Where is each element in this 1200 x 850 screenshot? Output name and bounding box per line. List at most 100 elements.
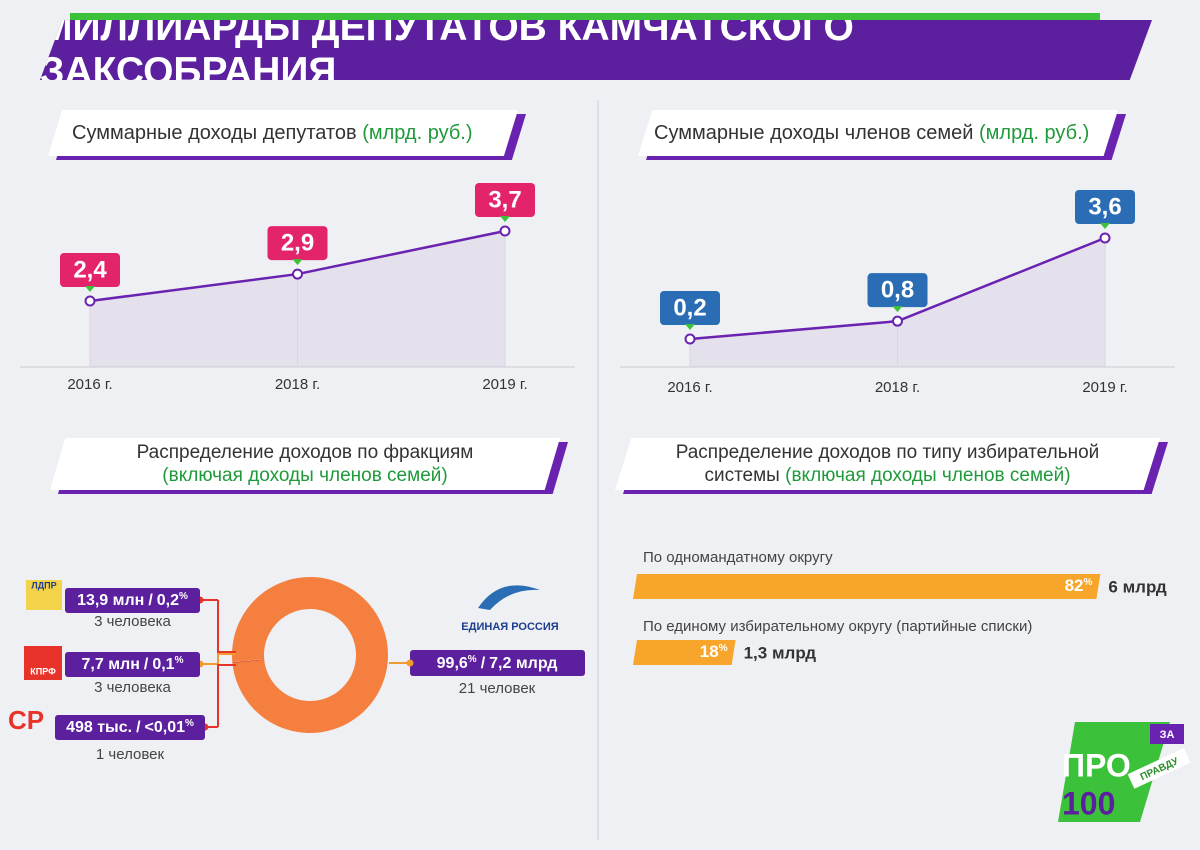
line <box>89 229 506 303</box>
donut-slice <box>232 659 265 663</box>
logo-word-group: ПРАВДУ <box>1127 748 1191 789</box>
bar-value-label: 18% <box>700 642 728 661</box>
text-part: / <box>148 592 153 609</box>
point <box>892 315 903 327</box>
label-box <box>867 273 928 308</box>
label-box <box>55 715 205 740</box>
x-tick-label: 2019 г. <box>482 376 527 393</box>
label-pointer <box>892 306 903 313</box>
connector-dot <box>406 659 414 667</box>
text-part: 7,2 млрд <box>489 655 557 672</box>
text-part: <0,01 <box>145 719 186 736</box>
title-strip <box>70 13 1100 21</box>
donut-slice <box>232 577 389 734</box>
text-part: / <box>144 656 149 673</box>
label-pointer <box>292 259 303 266</box>
value-label: 3,7 <box>488 186 521 213</box>
party-logo-bg <box>26 580 62 610</box>
label-box <box>660 291 720 325</box>
label-box <box>267 226 328 261</box>
donut-slice <box>232 659 265 664</box>
donut-slice <box>232 659 265 662</box>
point <box>84 295 96 307</box>
x-tick-label: 2016 г. <box>67 376 112 393</box>
logo-shape <box>1058 722 1170 822</box>
x-tick-label: 2018 г. <box>275 376 320 393</box>
party-emblem <box>478 585 540 610</box>
label-pointer <box>85 286 95 292</box>
value-label: 0,2 <box>673 294 706 321</box>
value-label: 2,9 <box>281 229 314 256</box>
section-header: Суммарные доходы депутатов (млрд. руб.) <box>48 110 518 156</box>
people-label: 3 человека <box>94 613 171 630</box>
point <box>684 333 696 345</box>
bar-value-label: 82% <box>1065 576 1093 595</box>
logo-word-box <box>1127 748 1191 789</box>
header-text: Распределение доходов по типу избиратель… <box>655 441 1120 487</box>
people-label: 3 человека <box>94 679 171 696</box>
page-title: МИЛЛИАРДЫ ДЕПУТАТОВ КАМЧАТСКОГО ЗАКСОБРА… <box>40 20 1152 80</box>
label-box <box>1075 190 1135 224</box>
x-tick-label: 2019 г. <box>1082 379 1127 396</box>
header-text: Распределение доходов по фракциям (включа… <box>137 441 474 487</box>
label-box <box>60 253 120 287</box>
section-subtitle: (включая доходы членов семей) <box>162 465 448 486</box>
bar <box>633 574 1101 599</box>
section-header: Распределение доходов по типу избиратель… <box>615 438 1160 490</box>
label-box <box>475 183 535 217</box>
label-box <box>65 652 200 677</box>
connector <box>217 653 236 664</box>
logo-word: ПРАВДУ <box>1139 756 1181 784</box>
connector-dot <box>196 660 204 668</box>
section-title: Суммарные доходы членов семей <box>654 121 974 144</box>
area <box>690 238 1105 367</box>
text-part: % <box>719 643 728 654</box>
section-unit: (млрд. руб.) <box>362 121 473 144</box>
section-title: Суммарные доходы депутатов <box>72 121 357 144</box>
party-logo: СР <box>8 705 44 735</box>
bar-category: По одномандатному округу <box>643 549 833 566</box>
party-logo-bg <box>24 646 62 680</box>
text-part: 99,6 <box>437 655 468 672</box>
party-logo: ЕДИНАЯ РОССИЯ <box>461 621 558 633</box>
text-part: % <box>1083 577 1092 588</box>
connector-dot <box>196 596 204 604</box>
text-part: % <box>185 718 194 729</box>
section-subtitle: (включая доходы членов семей) <box>785 465 1071 486</box>
section-header: Суммарные доходы членов семей (млрд. руб… <box>638 110 1118 156</box>
point <box>1099 232 1111 244</box>
text-part: / <box>136 719 141 736</box>
bar-category: По единому избирательному округу (партий… <box>643 618 1032 635</box>
label-box <box>65 588 200 613</box>
text-part: / <box>481 655 486 672</box>
area <box>90 231 505 367</box>
text-part: 18 <box>700 642 719 661</box>
section-title: Распределение доходов по типу избиратель… <box>675 442 1100 486</box>
point <box>292 268 303 280</box>
x-tick-label: 2016 г. <box>667 379 712 396</box>
section-unit: (млрд. руб.) <box>979 121 1090 144</box>
text-part: 498 тыс. <box>66 719 132 736</box>
label-box <box>410 650 585 676</box>
share-label: 498 тыс. / <0,01% <box>66 718 194 737</box>
point <box>499 225 511 237</box>
text-part: % <box>179 591 188 602</box>
people-label: 1 человек <box>96 746 165 763</box>
label-pointer <box>1100 223 1110 229</box>
label-pointer <box>500 216 510 222</box>
connector <box>217 600 236 653</box>
line <box>689 236 1106 341</box>
party-logo: ЛДПР <box>31 580 56 590</box>
text-part: 0,2 <box>157 592 179 609</box>
share-label: 13,9 млн/0,2% <box>77 591 188 610</box>
x-tick-label: 2018 г. <box>875 379 920 396</box>
bar-amount: 1,3 млрд <box>744 643 817 662</box>
logo: ЗА ПРО 100 ПРАВДУ <box>1058 722 1191 822</box>
value-label: 3,6 <box>1088 193 1121 220</box>
logo-main: ПРО <box>1062 747 1131 783</box>
connector <box>217 664 236 727</box>
text-part: 7,7 млн <box>82 656 140 673</box>
value-label: 2,4 <box>73 256 107 283</box>
value-label: 0,8 <box>881 277 914 304</box>
